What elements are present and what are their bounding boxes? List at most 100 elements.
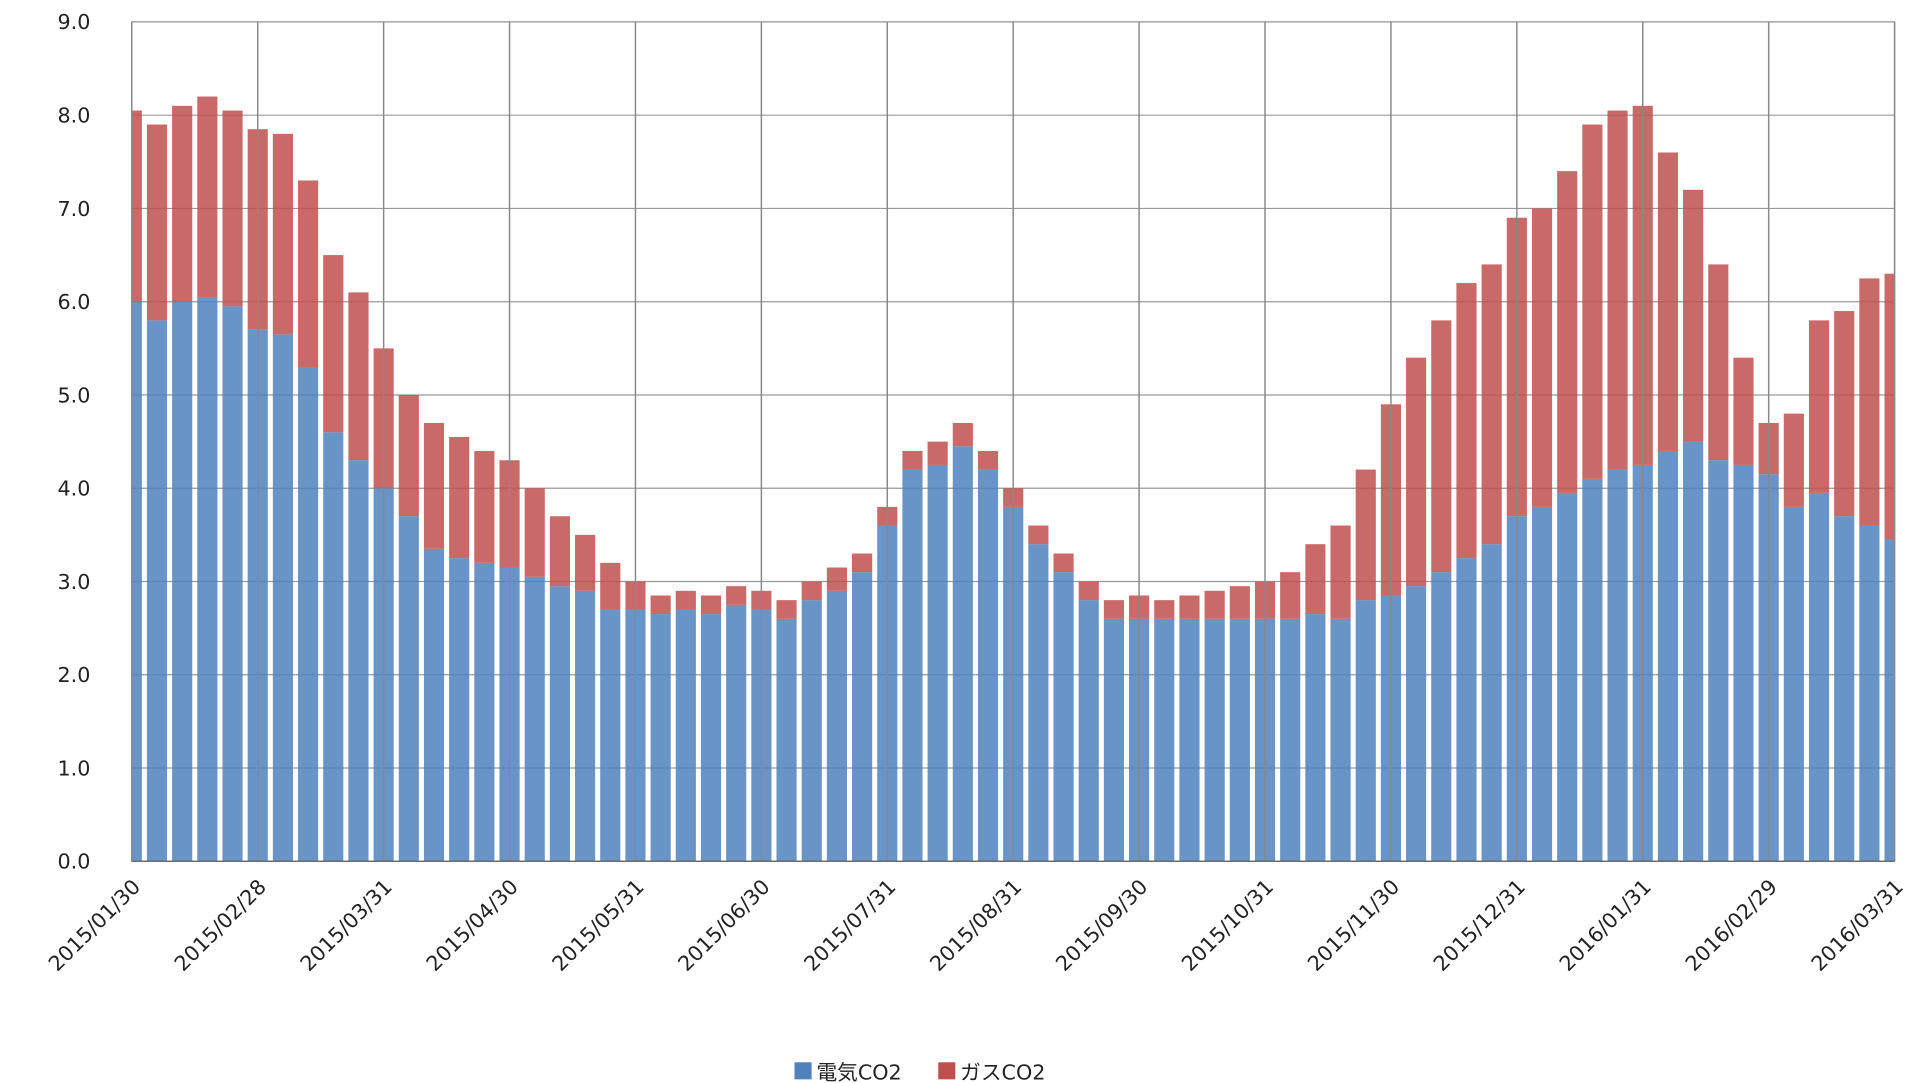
bar-segment <box>1834 311 1855 517</box>
y-tick-label: 5.0 <box>57 383 90 407</box>
bar-segment <box>222 306 243 862</box>
bar-segment <box>1481 544 1502 862</box>
bar-segment <box>801 581 822 601</box>
bar-segment <box>1355 469 1376 601</box>
bar-segment <box>1078 581 1099 601</box>
bar-segment <box>1834 516 1855 862</box>
bar-segment <box>524 488 545 577</box>
x-tick-label: 2016/03/31 <box>1807 875 1907 976</box>
bar-segment <box>1683 441 1704 862</box>
bar-segment <box>700 595 722 615</box>
bar-segment <box>977 450 999 470</box>
bar-segment <box>801 600 822 862</box>
bar-segment <box>1330 618 1351 862</box>
bar-segment <box>1330 525 1351 619</box>
bar-segment <box>675 590 696 610</box>
bar-segment <box>1053 572 1074 862</box>
bar-segment <box>1154 618 1175 862</box>
bar-segment <box>600 562 621 610</box>
x-tick-label: 2015/07/31 <box>799 875 900 976</box>
bar-segment <box>423 548 445 862</box>
bar-segment <box>1179 595 1200 619</box>
bar-segment <box>600 609 621 862</box>
bar-segment <box>1280 618 1301 862</box>
bar-segment <box>1406 357 1427 587</box>
bar-segment <box>575 590 596 862</box>
legend-swatch <box>794 1062 812 1080</box>
bar-segment <box>1607 469 1628 862</box>
bar-segment <box>398 516 419 862</box>
bar-segment <box>852 572 873 862</box>
bar-segment <box>1531 506 1553 862</box>
bar-segment <box>146 124 168 321</box>
bar-segment <box>1582 124 1603 479</box>
bar-segment <box>927 464 948 862</box>
bar-segment <box>1204 590 1225 619</box>
bar-segment <box>474 450 495 563</box>
bar-segment <box>1103 618 1124 862</box>
bar-segment <box>675 609 696 862</box>
legend-label: ガスCO2 <box>960 1060 1045 1083</box>
bar-segment <box>952 446 973 862</box>
x-tick-label: 2015/10/31 <box>1177 875 1278 976</box>
bar-segment <box>1708 264 1729 461</box>
bar-segment <box>1280 572 1301 619</box>
bar-segment <box>348 460 369 862</box>
bar-segment <box>1481 264 1502 545</box>
bar-segment <box>1154 600 1175 619</box>
bar-segment <box>826 567 847 591</box>
bar-segment <box>1657 152 1679 451</box>
legend-swatch <box>938 1062 956 1080</box>
bar-segment <box>146 320 168 862</box>
bar-segment <box>852 553 873 573</box>
bar-segment <box>298 366 319 862</box>
bar-segment <box>1053 553 1074 573</box>
x-tick-label: 2015/01/30 <box>44 875 145 976</box>
bar-segment <box>1808 492 1830 862</box>
x-tick-label: 2015/06/30 <box>673 875 774 976</box>
bar-segment <box>1657 450 1679 862</box>
bar-segment <box>902 450 923 470</box>
bar-segment <box>323 255 344 433</box>
y-tick-label: 1.0 <box>57 756 90 780</box>
x-tick-label: 2015/05/31 <box>547 875 648 976</box>
bar-segment <box>952 422 973 447</box>
y-tick-label: 8.0 <box>57 103 90 127</box>
bar-segment <box>650 595 671 615</box>
y-tick-label: 2.0 <box>57 663 90 687</box>
bar-segment <box>1683 189 1704 442</box>
bar-segment <box>1808 320 1830 493</box>
bar-segment <box>197 96 218 298</box>
bar-segment <box>927 441 948 465</box>
bar-segment <box>1305 614 1326 862</box>
bar-segment <box>902 469 923 862</box>
bar-segment <box>449 436 470 559</box>
bar-segment <box>1406 586 1427 862</box>
bar-segment <box>776 600 797 619</box>
bar-segment <box>1456 558 1477 862</box>
bar-segment <box>1557 492 1578 862</box>
x-tick-label: 2015/03/31 <box>296 875 397 976</box>
y-tick-label: 4.0 <box>57 477 90 501</box>
bar-segment <box>1179 618 1200 862</box>
bar-segment <box>1456 283 1477 559</box>
bar-segment <box>524 576 545 862</box>
bar-segment <box>1607 110 1628 470</box>
x-tick-label: 2015/02/28 <box>170 875 271 976</box>
bar-segment <box>1229 586 1250 619</box>
bar-segment <box>977 469 999 862</box>
bar-segment <box>776 618 797 862</box>
bar-segment <box>423 422 445 549</box>
bar-segment <box>474 562 495 862</box>
bar-segment <box>726 586 747 605</box>
y-tick-label: 6.0 <box>57 290 90 314</box>
bar-segment <box>1355 600 1376 862</box>
bar-segment <box>298 180 319 367</box>
bar-segment <box>131 110 142 302</box>
bar-segment <box>197 297 218 862</box>
bar-segment <box>575 534 596 591</box>
bar-segment <box>398 394 419 517</box>
bar-segment <box>726 604 747 862</box>
